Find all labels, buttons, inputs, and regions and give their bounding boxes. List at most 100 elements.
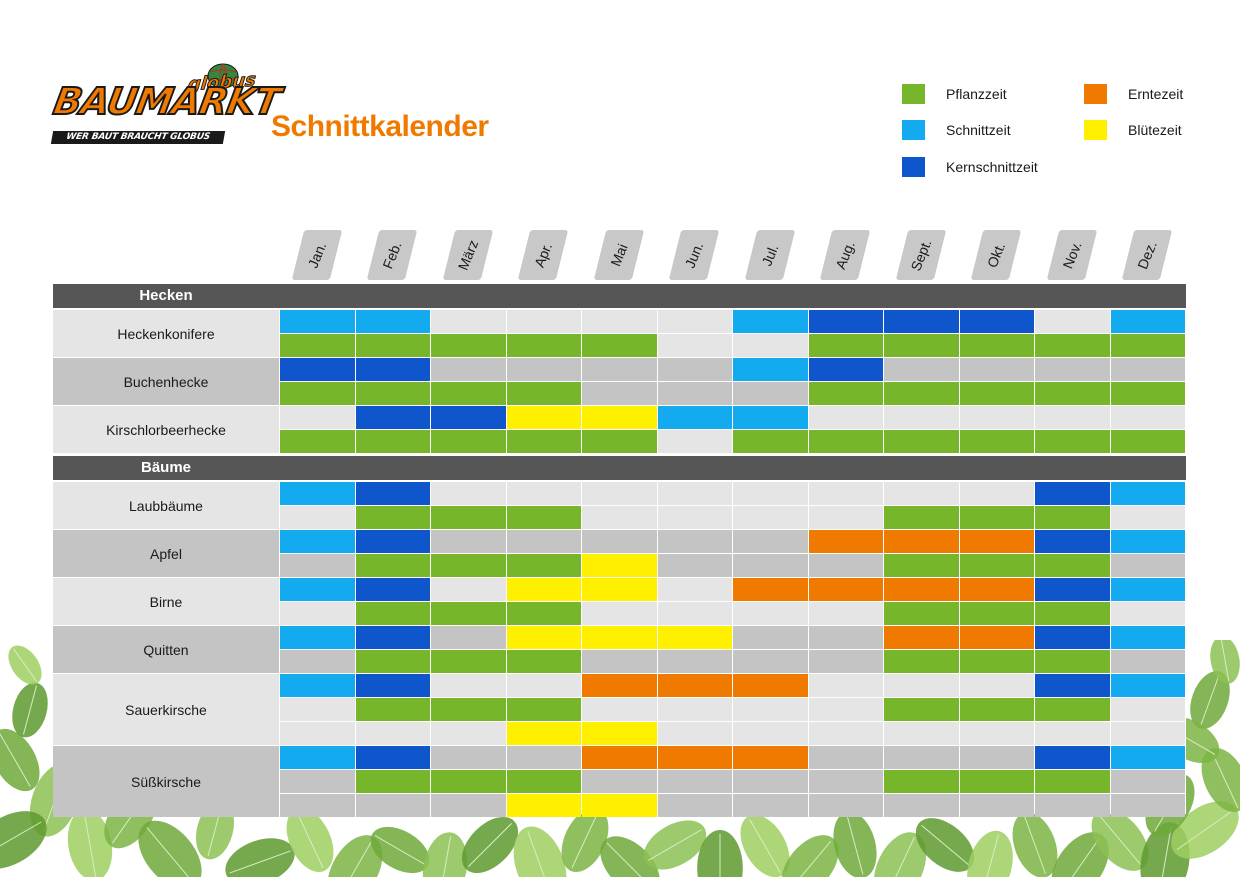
calendar-cell [657, 310, 732, 333]
calendar-cell [657, 506, 732, 529]
calendar-cell [1035, 722, 1110, 745]
calendar-cell [431, 358, 506, 381]
calendar-cell [280, 310, 355, 333]
leaf-vein [1176, 809, 1234, 851]
calendar-cell [733, 406, 808, 429]
calendar-cell [355, 794, 430, 817]
calendar-cell [280, 530, 355, 553]
month-header: Apr. [518, 230, 569, 280]
calendar-cell [506, 650, 581, 673]
calendar-cell [959, 650, 1034, 673]
calendar-cell [808, 430, 883, 453]
calendar-cell [506, 554, 581, 577]
month-header: Nov. [1046, 230, 1097, 280]
calendar-cell [431, 698, 506, 721]
calendar-cell [1035, 334, 1110, 357]
calendar-cell [1035, 602, 1110, 625]
calendar-cell [1035, 650, 1110, 673]
calendar-cell [431, 794, 506, 817]
calendar-cell [506, 382, 581, 405]
calendar-cell [1110, 554, 1185, 577]
page-title: Schnittkalender [271, 110, 489, 143]
calendar-cell [959, 794, 1034, 817]
baumarkt-globus-logo: globus BAUMARKT WER BAUT BRAUCHT GLOBUS [49, 60, 284, 152]
calendar-cell [355, 674, 430, 697]
calendar-cell [808, 770, 883, 793]
calendar-cell [280, 482, 355, 505]
calendar-cell [959, 674, 1034, 697]
calendar-cell [431, 406, 506, 429]
legend-label: Pflanzzeit [946, 86, 1007, 102]
calendar-cell [733, 554, 808, 577]
calendar-cell [355, 406, 430, 429]
leaf-vein [337, 840, 373, 877]
leaf-vein [1024, 816, 1046, 874]
calendar-cell [808, 698, 883, 721]
calendar-cell [733, 650, 808, 673]
calendar-cell [657, 530, 732, 553]
calendar-cell [431, 310, 506, 333]
calendar-cell [733, 358, 808, 381]
calendar-cell [959, 430, 1034, 453]
month-header: Feb. [367, 230, 418, 280]
calendar-cell [808, 722, 883, 745]
calendar-cell [1110, 746, 1185, 769]
calendar-cell [959, 626, 1034, 649]
calendar-cell [1110, 382, 1185, 405]
calendar-cell [884, 310, 959, 333]
calendar-cell [280, 406, 355, 429]
calendar-cell [280, 358, 355, 381]
month-header: Okt. [971, 230, 1022, 280]
calendar-cell [582, 430, 657, 453]
calendar-cell [1035, 554, 1110, 577]
calendar-cell [280, 334, 355, 357]
calendar-cell [884, 578, 959, 601]
leaf-shape [833, 811, 877, 877]
calendar-cell [1035, 746, 1110, 769]
calendar-cell [355, 506, 430, 529]
calendar-cell [506, 770, 581, 793]
calendar-cell [582, 382, 657, 405]
calendar-cell [959, 602, 1034, 625]
calendar-cell [959, 482, 1034, 505]
month-header: Dez. [1122, 230, 1173, 280]
calendar-cell [657, 674, 732, 697]
calendar-cell [884, 482, 959, 505]
month-header: Jul. [744, 230, 795, 280]
plant-label-birne: Birne [53, 578, 279, 625]
calendar-cell [506, 310, 581, 333]
calendar-cell [657, 602, 732, 625]
calendar-cell [355, 602, 430, 625]
calendar-cell [1035, 794, 1110, 817]
calendar-cell [582, 506, 657, 529]
leaf-vein [0, 733, 31, 787]
calendar-cell [733, 794, 808, 817]
calendar-cell [506, 602, 581, 625]
calendar-cell [506, 482, 581, 505]
calendar-cell [280, 506, 355, 529]
calendar-cell [1035, 530, 1110, 553]
calendar-cell [582, 554, 657, 577]
calendar-cell [506, 358, 581, 381]
calendar-cell [280, 794, 355, 817]
month-header: Sept. [895, 230, 946, 280]
calendar-cell [1110, 650, 1185, 673]
section-header-baeume: Bäume [53, 456, 1186, 480]
calendar-cell [355, 746, 430, 769]
legend-swatch-erntezeit [1084, 84, 1107, 104]
calendar-cell [808, 334, 883, 357]
calendar-cell [657, 698, 732, 721]
calendar-cell [431, 650, 506, 673]
leaf-vein [885, 836, 915, 877]
calendar-cell [431, 770, 506, 793]
calendar-cell [733, 602, 808, 625]
calendar-cell [582, 722, 657, 745]
calendar-cell [1110, 310, 1185, 333]
calendar-cell [733, 334, 808, 357]
month-header: März [442, 230, 493, 280]
legend-swatch-kernschnittzeit [902, 157, 925, 177]
calendar-cell [1035, 406, 1110, 429]
calendar-cell [884, 334, 959, 357]
calendar-cell [884, 626, 959, 649]
